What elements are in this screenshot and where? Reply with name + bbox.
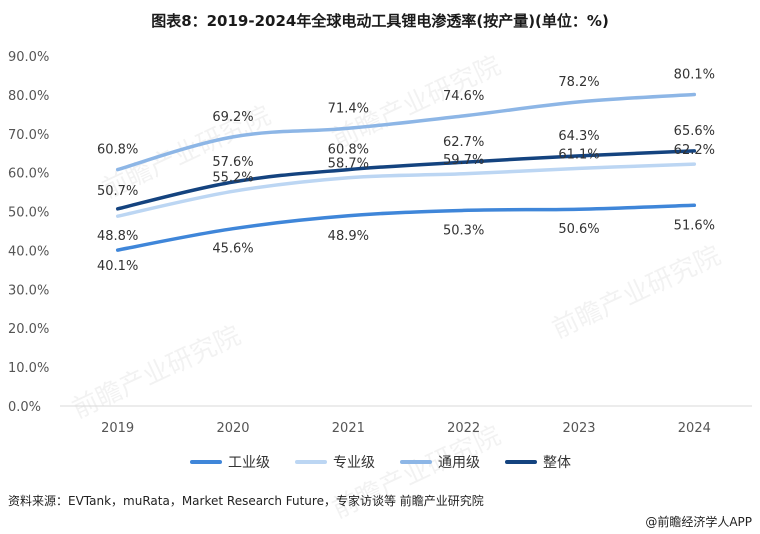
y-tick-label: 80.0% bbox=[8, 89, 49, 104]
series-line-1 bbox=[115, 162, 697, 218]
data-label: 60.8% bbox=[97, 143, 138, 158]
data-label: 69.2% bbox=[212, 110, 253, 125]
data-label: 48.9% bbox=[328, 229, 369, 244]
data-label: 55.2% bbox=[212, 170, 253, 185]
data-label: 51.6% bbox=[674, 218, 715, 233]
data-label: 62.2% bbox=[674, 143, 715, 158]
data-label: 50.3% bbox=[443, 223, 484, 238]
data-label: 78.2% bbox=[558, 75, 599, 90]
legend-label: 专业级 bbox=[333, 455, 375, 471]
legend-label: 整体 bbox=[543, 455, 571, 471]
y-tick-label: 70.0% bbox=[8, 128, 49, 143]
x-tick-label: 2019 bbox=[101, 421, 134, 436]
y-tick-label: 60.0% bbox=[8, 167, 49, 182]
data-label: 50.6% bbox=[558, 222, 599, 237]
data-label: 60.8% bbox=[328, 143, 369, 158]
y-tick-label: 90.0% bbox=[8, 50, 49, 65]
y-axis: 0.0% 10.0% 20.0% 30.0% 40.0% 50.0% 60.0% 70.0% 8… bbox=[8, 50, 49, 415]
x-tick-label: 2023 bbox=[562, 421, 595, 436]
watermark: 前瞻产业研究院 bbox=[68, 321, 246, 425]
data-label: 48.8% bbox=[97, 229, 138, 244]
data-label: 45.6% bbox=[212, 242, 253, 257]
source-note: 资料来源：EVTank，muRata，Market Research Futur… bbox=[8, 494, 484, 508]
y-tick-label: 10.0% bbox=[8, 361, 49, 376]
data-label: 50.7% bbox=[97, 184, 138, 199]
series-lines bbox=[115, 92, 697, 252]
x-tick-label: 2024 bbox=[678, 421, 711, 436]
data-label: 58.7% bbox=[328, 157, 369, 172]
data-label: 40.1% bbox=[97, 259, 138, 274]
legend-label: 通用级 bbox=[438, 455, 480, 471]
data-label: 57.6% bbox=[212, 155, 253, 170]
x-tick-label: 2021 bbox=[332, 421, 365, 436]
data-label: 71.4% bbox=[328, 101, 369, 116]
series-line-2 bbox=[115, 92, 697, 172]
data-label: 74.6% bbox=[443, 89, 484, 104]
y-tick-label: 20.0% bbox=[8, 322, 49, 337]
data-label: 61.1% bbox=[558, 147, 599, 162]
data-label: 62.7% bbox=[443, 135, 484, 150]
watermark: 前瞻产业研究院 bbox=[328, 421, 506, 525]
credit-note: @前瞻经济学人APP bbox=[645, 515, 752, 529]
data-label: 59.7% bbox=[443, 153, 484, 168]
y-tick-label: 40.0% bbox=[8, 244, 49, 259]
data-labels: 40.1% 45.6% 48.9% 50.3% 50.6% 51.6% 48.8% 55.2%… bbox=[97, 68, 715, 275]
legend: 工业级 专业级 通用级 整体 bbox=[190, 455, 571, 471]
data-label: 80.1% bbox=[674, 68, 715, 83]
x-tick-label: 2022 bbox=[447, 421, 480, 436]
series-line-0 bbox=[115, 203, 697, 252]
x-axis: 2019 2020 2021 2022 2023 2024 bbox=[101, 421, 711, 436]
y-tick-label: 30.0% bbox=[8, 283, 49, 298]
y-tick-label: 50.0% bbox=[8, 206, 49, 221]
data-label: 64.3% bbox=[558, 129, 599, 144]
watermark: 前瞻产业研究院 bbox=[548, 241, 726, 345]
x-tick-label: 2020 bbox=[216, 421, 249, 436]
legend-label: 工业级 bbox=[228, 455, 270, 471]
chart-title: 图表8：2019-2024年全球电动工具锂电渗透率(按产量)(单位：%) bbox=[151, 12, 609, 30]
y-tick-label: 0.0% bbox=[8, 400, 41, 415]
series-line-3 bbox=[115, 149, 697, 211]
data-label: 65.6% bbox=[674, 124, 715, 139]
